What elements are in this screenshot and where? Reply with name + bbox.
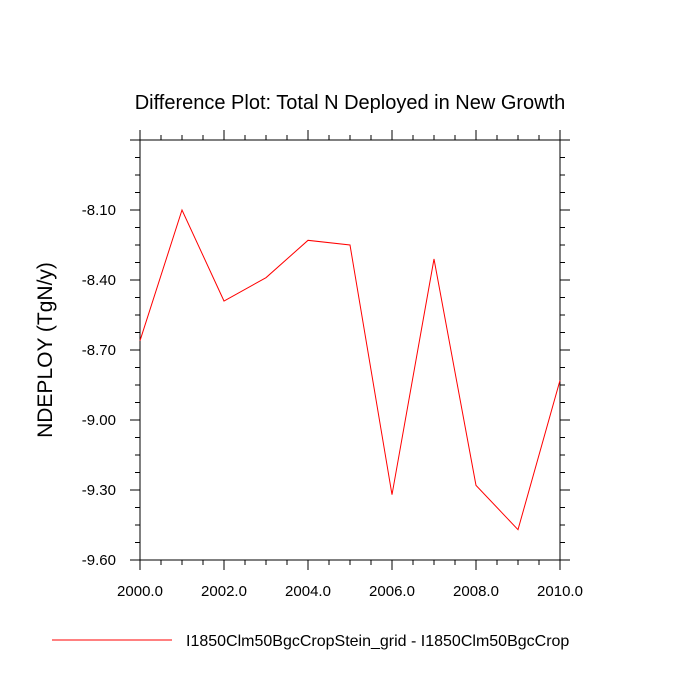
x-tick-label: 2002.0 (201, 583, 247, 600)
series-line (139, 208, 561, 531)
x-tick-label: 2006.0 (369, 583, 415, 600)
x-tick-label: 2004.0 (285, 583, 331, 600)
series-layer (139, 208, 561, 531)
legend: I1850Clm50BgcCropStein_grid - I1850Clm50… (52, 633, 569, 650)
legend-label: I1850Clm50BgcCropStein_grid - I1850Clm50… (186, 633, 569, 650)
axis-ticks (130, 130, 570, 570)
x-tick-label: 2000.0 (117, 583, 163, 600)
y-tick-label: -8.40 (82, 272, 116, 289)
axis-tick-labels: 2000.0 2002.0 2004.0 2006.0 2008.0 2010.0 -8.1… (82, 202, 583, 600)
x-tick-label: 2010.0 (537, 583, 583, 600)
y-axis-label: NDEPLOY (TgN/y) (34, 262, 57, 438)
x-tick-label: 2008.0 (453, 583, 499, 600)
y-tick-label: -9.00 (82, 412, 116, 429)
y-tick-label: -8.70 (82, 342, 116, 359)
y-tick-label: -9.60 (82, 552, 116, 569)
plot-frame (139, 139, 561, 561)
y-tick-label: -8.10 (82, 202, 116, 219)
chart-title: Difference Plot: Total N Deployed in New… (135, 92, 566, 114)
y-tick-label: -9.30 (82, 482, 116, 499)
